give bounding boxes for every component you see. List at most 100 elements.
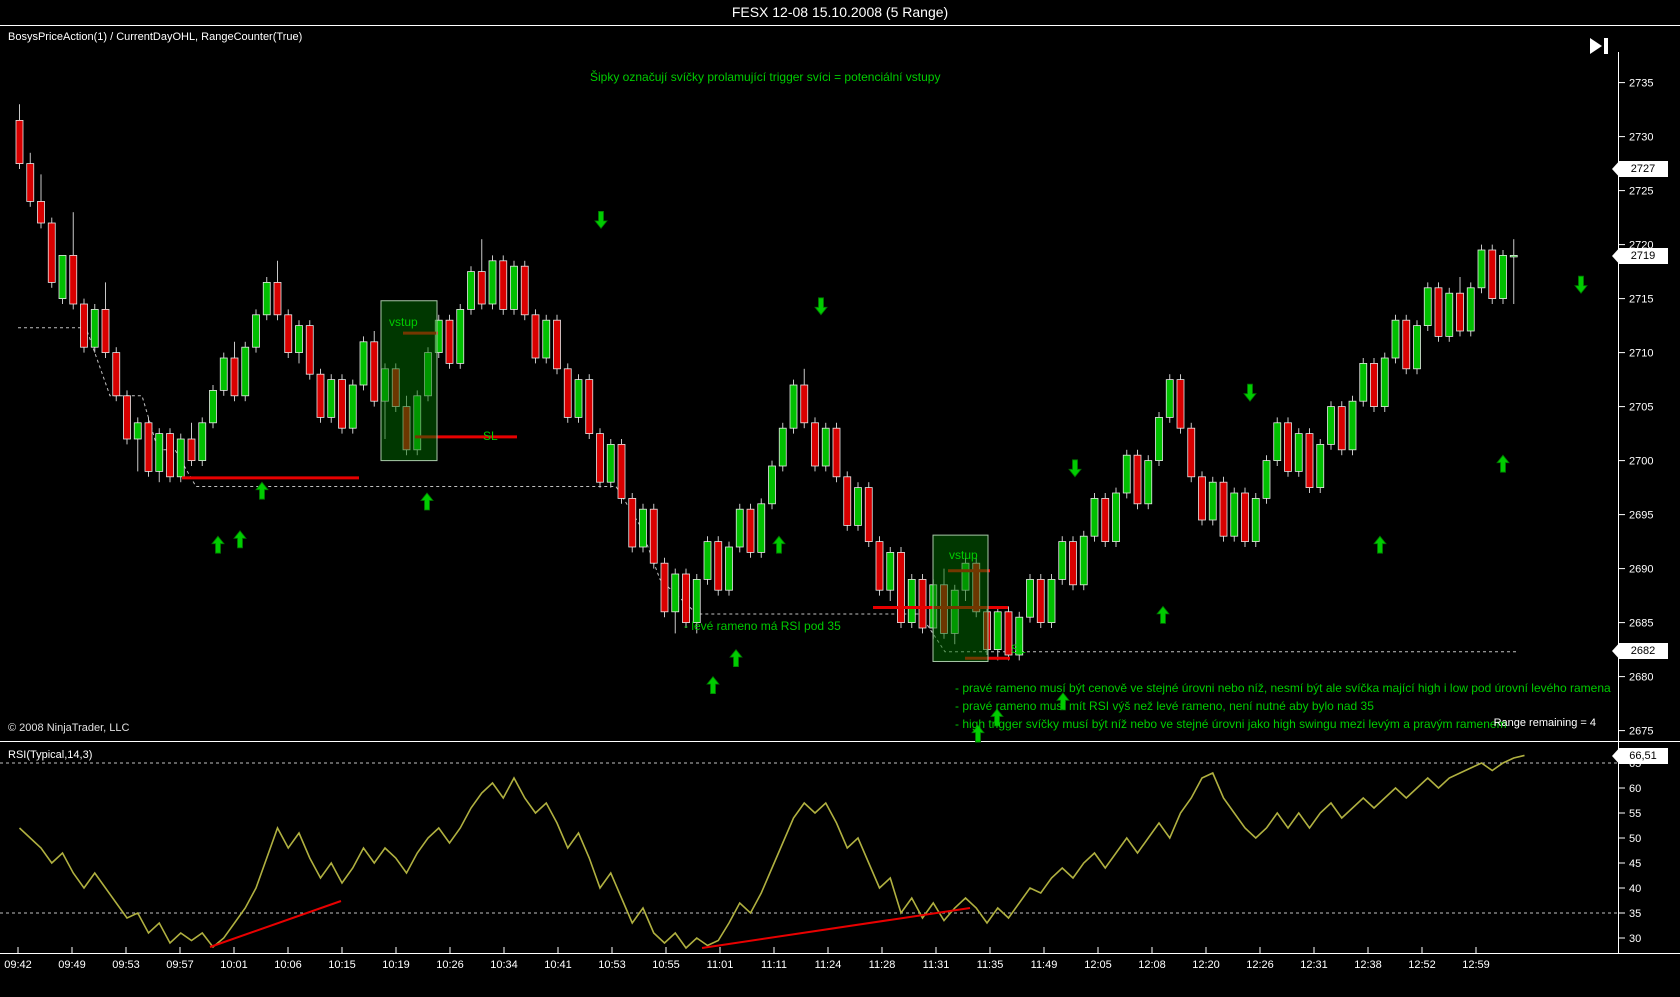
range-remaining-status: Range remaining = 4 — [1493, 717, 1596, 729]
arrows-annotation: Šipky označují svíčky prolamující trigge… — [590, 70, 941, 84]
candle — [585, 379, 594, 435]
candle — [1509, 254, 1518, 258]
candle — [1337, 406, 1346, 451]
candle — [456, 308, 465, 364]
candle — [15, 120, 24, 165]
entry-arrow-up — [420, 492, 434, 511]
candle — [370, 341, 379, 402]
candle — [854, 487, 862, 526]
candle — [714, 541, 723, 591]
price-tick-label: 2725 — [1629, 186, 1653, 198]
candle — [1434, 287, 1443, 337]
candle — [682, 573, 690, 623]
candle — [1391, 319, 1400, 359]
candle — [1036, 579, 1045, 624]
entry-arrow-down — [1243, 383, 1257, 402]
candle — [359, 341, 368, 386]
candle — [821, 427, 830, 467]
candle — [155, 433, 164, 472]
price-tick-label: 2675 — [1629, 726, 1653, 738]
candle — [811, 422, 819, 467]
candle — [1176, 379, 1185, 429]
candle — [26, 163, 35, 202]
candle — [101, 308, 110, 353]
entry-arrow-up — [772, 535, 786, 554]
rsi-tick-label: 30 — [1629, 933, 1641, 945]
candle — [69, 254, 78, 305]
candle — [1047, 579, 1056, 624]
time-tick-label: 10:19 — [382, 959, 410, 971]
signal-lines — [182, 331, 1010, 660]
candle — [746, 508, 755, 553]
candle — [133, 422, 142, 440]
time-tick-label: 12:05 — [1084, 959, 1112, 971]
candle — [1198, 476, 1206, 521]
candle — [198, 422, 207, 461]
candle — [1090, 497, 1099, 537]
price-axis[interactable]: 2735273027252720271527102705270026952690… — [1618, 78, 1653, 738]
candle — [778, 427, 787, 467]
candle — [1230, 492, 1239, 537]
time-tick-label: 12:08 — [1138, 959, 1166, 971]
candle — [1456, 292, 1464, 332]
time-tick-label: 10:06 — [274, 959, 302, 971]
candle — [628, 497, 637, 548]
candle — [1273, 422, 1282, 461]
candle — [1101, 497, 1110, 542]
candle — [305, 325, 314, 375]
rules-annotation: - pravé rameno musí být cenově ve stejné… — [955, 679, 1611, 733]
candle — [897, 552, 905, 624]
candle — [563, 368, 572, 418]
candle — [90, 308, 99, 348]
candle — [1004, 611, 1013, 656]
candle — [123, 395, 131, 440]
candle — [252, 314, 260, 348]
candle — [692, 579, 701, 624]
candle — [875, 541, 884, 591]
candle — [768, 465, 776, 505]
candle — [1370, 362, 1378, 407]
candle — [348, 384, 357, 429]
entry-arrow-up — [990, 708, 1004, 727]
price-tick-label: 2730 — [1629, 132, 1653, 144]
candle — [993, 611, 1002, 650]
candle — [1251, 497, 1260, 542]
time-tick-label: 12:26 — [1246, 959, 1274, 971]
candle — [1488, 249, 1497, 299]
candle — [488, 260, 497, 305]
time-tick-label: 11:35 — [977, 959, 1004, 971]
left-shoulder-annotation: - levé rameno má RSI pod 35 — [684, 619, 841, 633]
entry-arrow-up — [1373, 535, 1387, 554]
candle — [1466, 287, 1475, 332]
candlesticks — [15, 104, 1518, 661]
price-tick-label: 2710 — [1629, 348, 1653, 360]
time-tick-label: 11:28 — [869, 959, 896, 971]
candle — [144, 422, 153, 472]
price-tick-label: 2700 — [1629, 456, 1653, 468]
rsi-value-tag: 66,51 — [1612, 748, 1668, 764]
candle — [542, 319, 551, 359]
go-to-end-button[interactable] — [1588, 36, 1614, 56]
time-axis[interactable]: 09:42 09:49 09:53 09:57 10:01 10:06 10:15 10:19… — [4, 947, 1490, 971]
time-tick-label: 10:41 — [544, 959, 572, 971]
price-tick-label: 2695 — [1629, 510, 1653, 522]
rsi-tick-label: 45 — [1629, 858, 1641, 870]
candle — [187, 438, 196, 462]
candle — [230, 357, 239, 397]
candle — [1122, 454, 1131, 494]
candle — [1219, 481, 1228, 537]
candle — [1165, 379, 1174, 418]
candle — [1241, 492, 1249, 542]
candle — [1015, 616, 1024, 656]
candle — [1359, 362, 1368, 402]
candle — [273, 281, 282, 316]
rsi-tick-label: 60 — [1629, 783, 1641, 795]
time-tick-label: 09:49 — [58, 959, 86, 971]
candle — [338, 379, 346, 429]
candle — [1305, 433, 1314, 489]
entry-box-label-2: vstup — [949, 548, 978, 562]
time-tick-label: 10:53 — [598, 959, 626, 971]
